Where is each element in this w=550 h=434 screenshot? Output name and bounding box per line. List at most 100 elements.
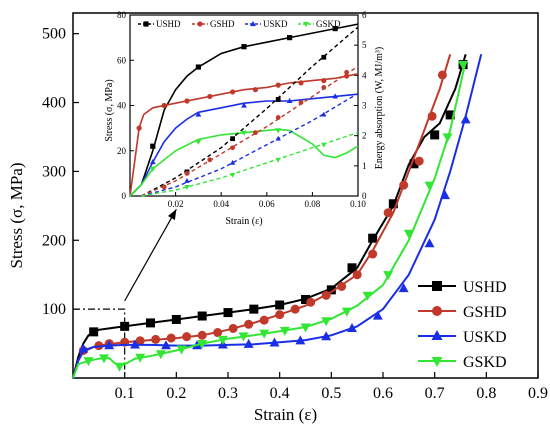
- data-point: [403, 229, 414, 239]
- data-point: [290, 304, 300, 314]
- data-point: [213, 328, 223, 338]
- data-point: [83, 357, 94, 367]
- inset-y2-tick-label: 4: [362, 70, 367, 80]
- inset-stress-gshd: [129, 73, 359, 197]
- inset-y2-tick-label: 1: [362, 161, 367, 171]
- data-point: [437, 70, 447, 80]
- y-tick-label: 100: [42, 301, 66, 318]
- data-point: [383, 208, 393, 218]
- inset-y-tick-label: 60: [117, 55, 127, 65]
- data-point: [275, 135, 281, 141]
- data-point: [460, 114, 471, 124]
- data-point: [184, 98, 190, 104]
- data-point: [184, 178, 190, 183]
- data-point: [347, 263, 357, 273]
- data-point: [414, 156, 424, 166]
- data-point: [368, 233, 378, 243]
- data-point: [279, 326, 290, 336]
- data-point: [362, 291, 373, 301]
- inset-x-tick-label: 0.06: [259, 199, 275, 209]
- data-point: [229, 172, 236, 178]
- data-point: [321, 290, 331, 300]
- inset-x-axis-title: Strain (ε): [225, 216, 262, 227]
- inset-legend-marker: [303, 21, 309, 28]
- data-point: [321, 317, 332, 327]
- inset-stress-line-ushd: [129, 23, 359, 197]
- data-point: [99, 354, 109, 364]
- inset-stress-uskd: [129, 93, 359, 197]
- data-point: [306, 297, 316, 307]
- inset-energy-uskd: [141, 92, 359, 197]
- data-point: [409, 159, 419, 169]
- annotation-arrow-head: [167, 209, 177, 220]
- inset-stress-gskd: [129, 128, 359, 197]
- y-tick-label: 500: [42, 26, 66, 43]
- data-point: [298, 80, 304, 86]
- inset-y2-tick-label: 2: [362, 131, 367, 141]
- data-point: [398, 283, 409, 293]
- data-point: [321, 142, 327, 148]
- data-point: [352, 270, 362, 280]
- inset-energy-line-uskd: [141, 92, 359, 197]
- data-point: [230, 136, 235, 142]
- data-point: [445, 110, 455, 120]
- data-point: [383, 271, 394, 281]
- y-tick-label: 200: [42, 232, 66, 249]
- data-point: [337, 281, 347, 291]
- data-point: [458, 61, 469, 71]
- data-point: [243, 338, 254, 348]
- data-point: [321, 54, 327, 60]
- data-point: [300, 323, 311, 333]
- data-point: [321, 78, 327, 84]
- x-tick-label: 0.8: [476, 385, 496, 402]
- data-point: [368, 249, 378, 259]
- data-point: [228, 323, 238, 333]
- data-point: [104, 340, 115, 350]
- inset-y-tick-label: 20: [117, 146, 127, 156]
- x-tick-label: 0.5: [321, 385, 341, 402]
- data-point: [155, 350, 166, 360]
- data-point: [427, 111, 437, 121]
- inset-y2-axis-title: Energy absorption (W, MJ/m³): [374, 47, 385, 169]
- data-point: [182, 332, 192, 342]
- inset-legend-marker: [197, 21, 203, 27]
- data-point: [347, 323, 357, 333]
- data-point: [135, 353, 146, 363]
- data-point: [230, 89, 236, 95]
- inset-legend-marker: [250, 20, 256, 27]
- data-point: [150, 143, 156, 149]
- data-point: [269, 337, 280, 347]
- inset-x-tick-label: 0.04: [213, 199, 229, 209]
- data-point: [120, 321, 130, 331]
- inset-x-tick-label: 0.08: [305, 199, 321, 209]
- data-point: [195, 64, 201, 70]
- inset-x-tick-label: 0.02: [168, 199, 184, 209]
- data-point: [388, 199, 398, 209]
- data-point: [195, 139, 202, 145]
- inset-energy-line-ushd: [141, 26, 359, 197]
- data-point: [301, 294, 310, 304]
- inset-y2-tick-label: 6: [362, 10, 367, 20]
- data-point: [241, 130, 247, 136]
- data-point: [332, 93, 339, 99]
- x-tick-label: 0.4: [270, 385, 290, 402]
- inset-legend-label: USHD: [156, 19, 181, 29]
- data-point: [114, 362, 125, 372]
- data-point: [275, 115, 281, 120]
- inset-legend-label: USKD: [263, 19, 288, 29]
- data-point: [275, 300, 285, 310]
- inset-y-tick-label: 40: [117, 101, 127, 111]
- inset-y2-tick-label: 0: [362, 191, 367, 201]
- data-point: [372, 310, 383, 320]
- legend-label: GSHD: [463, 304, 507, 321]
- data-point: [298, 100, 304, 105]
- data-point: [136, 125, 142, 131]
- data-point: [321, 111, 327, 117]
- annotation-arrow-line: [124, 208, 177, 302]
- data-point: [197, 330, 207, 340]
- data-point: [197, 311, 207, 321]
- legend-label: USKD: [463, 329, 507, 346]
- inset-energy-line-gshd: [141, 65, 359, 197]
- data-point: [321, 85, 327, 90]
